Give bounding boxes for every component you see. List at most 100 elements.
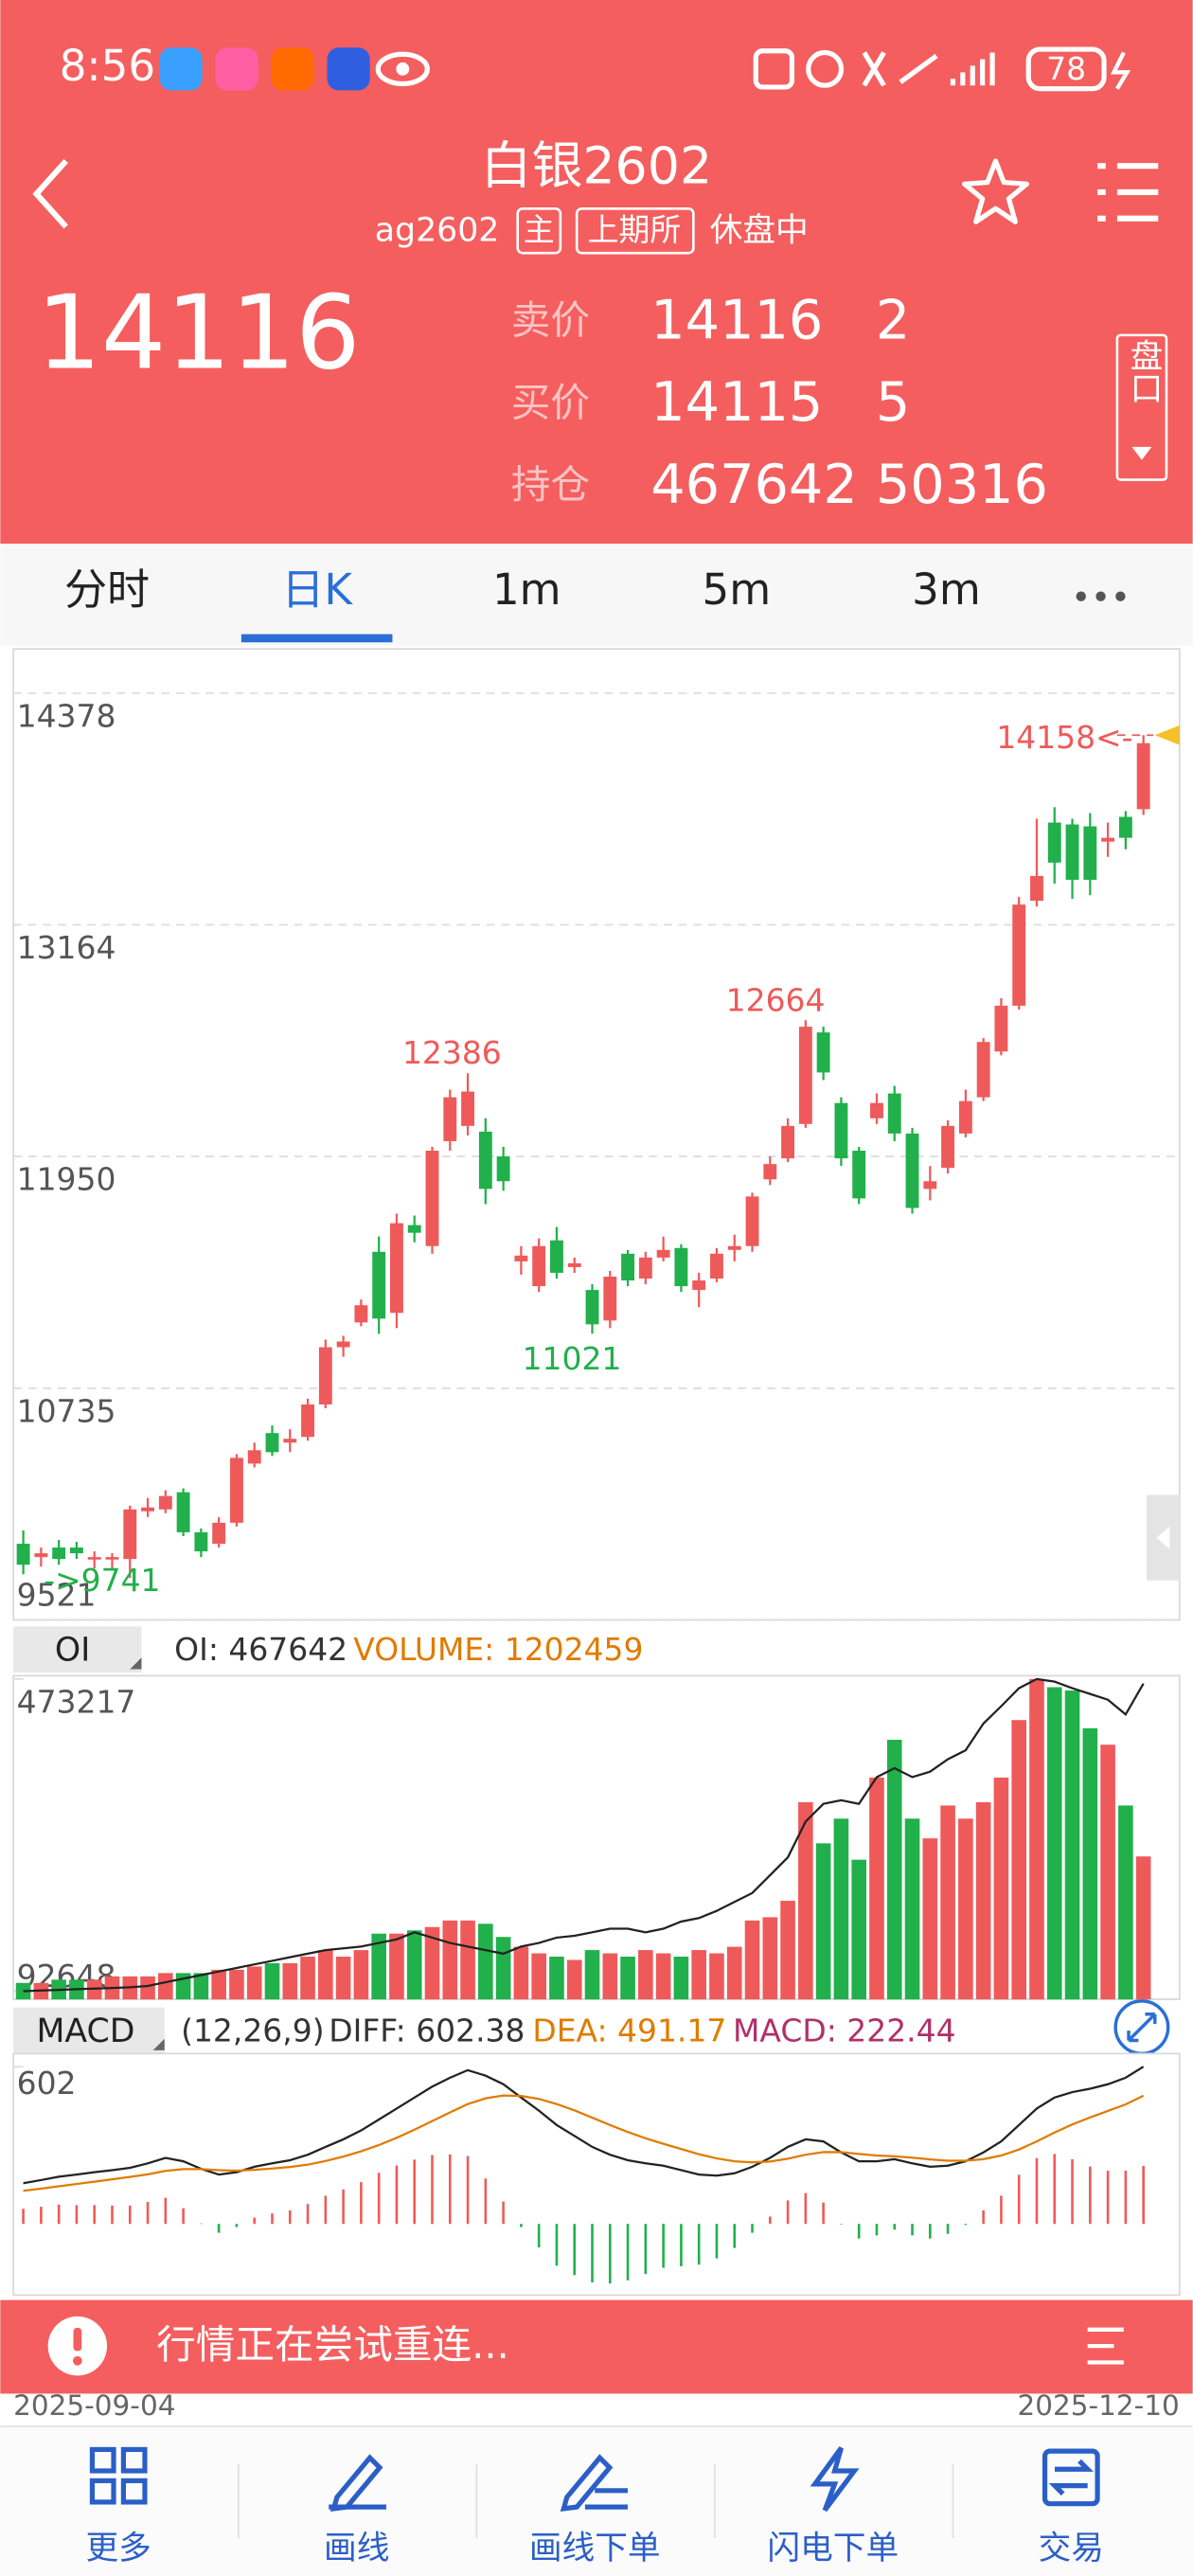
charts: 9521 10735 11950 13164 14378 14158<- 12386 1266… bbox=[13, 692, 1180, 2284]
candle-body bbox=[816, 1032, 830, 1073]
banner-menu[interactable] bbox=[1087, 2327, 1124, 2365]
candle-body bbox=[887, 1093, 901, 1134]
tab[interactable]: 分时 bbox=[64, 564, 150, 615]
annotation: 14158<- bbox=[996, 719, 1132, 756]
y-tick-label: 13164 bbox=[17, 929, 116, 966]
volume-bar bbox=[193, 1973, 209, 2000]
nav-icons bbox=[89, 2446, 1100, 2513]
tab[interactable]: 日K bbox=[281, 564, 353, 615]
candle-body bbox=[621, 1253, 635, 1281]
candle-body bbox=[141, 1507, 154, 1512]
candle-body bbox=[585, 1290, 599, 1325]
header-background bbox=[0, 0, 1193, 545]
volume-bar bbox=[922, 1838, 938, 2000]
volume-bar bbox=[442, 1920, 458, 2000]
tab-indicator bbox=[240, 634, 393, 643]
favorite-button[interactable] bbox=[961, 158, 1030, 224]
volume-bar bbox=[140, 1976, 155, 2000]
reconnect-banner bbox=[0, 2299, 1193, 2394]
candle-body bbox=[958, 1100, 972, 1134]
volume-bar bbox=[318, 1950, 333, 2000]
candle-body bbox=[638, 1257, 652, 1279]
candle-body bbox=[52, 1547, 66, 1560]
quote-volume: 2 bbox=[876, 289, 910, 351]
volume-bar bbox=[1046, 1687, 1062, 2000]
depth-button[interactable] bbox=[1115, 333, 1168, 481]
oi-line bbox=[23, 1677, 1145, 1993]
candle-body bbox=[354, 1305, 368, 1323]
y-tick-label: 9521 bbox=[17, 1577, 97, 1614]
candle-body bbox=[656, 1249, 670, 1258]
quote-label: 卖价 bbox=[511, 297, 590, 344]
nav-item[interactable]: 更多 bbox=[86, 2530, 151, 2567]
candle-body bbox=[336, 1341, 350, 1348]
volume-bar bbox=[300, 1957, 315, 2000]
candle-body bbox=[674, 1247, 688, 1287]
nav-item[interactable]: 画线 bbox=[324, 2530, 389, 2567]
status-app-icons bbox=[159, 47, 430, 91]
quote-price: 14115 bbox=[650, 371, 823, 434]
volume-bar bbox=[833, 1818, 849, 2000]
tabs: 分时 日K 1m 5m 3m bbox=[64, 564, 981, 643]
volume-bar bbox=[975, 1801, 991, 2000]
candle-body bbox=[301, 1404, 314, 1438]
end-date: 2025-12-10 bbox=[1018, 2389, 1180, 2422]
volume-bar bbox=[815, 1843, 831, 2000]
menu-button[interactable] bbox=[1097, 163, 1159, 222]
selector-label: OI bbox=[55, 1631, 91, 1669]
more-tabs[interactable] bbox=[1076, 591, 1126, 601]
candle-body bbox=[390, 1223, 403, 1314]
quote-volume: 5 bbox=[876, 371, 910, 434]
volume-bar bbox=[886, 1740, 902, 2000]
tab[interactable]: 3m bbox=[912, 564, 981, 615]
volume-bar bbox=[282, 1962, 298, 2000]
candle-body bbox=[265, 1433, 279, 1453]
indicator-selector[interactable] bbox=[13, 1626, 142, 1673]
candle-body bbox=[905, 1133, 919, 1208]
readout: VOLUME: 1202459 bbox=[353, 1631, 643, 1668]
candle-body bbox=[514, 1255, 528, 1261]
nav-item[interactable]: 画线下单 bbox=[529, 2530, 661, 2567]
volume-bar bbox=[371, 1933, 386, 2000]
annotation: 12386 bbox=[402, 1034, 502, 1071]
candle-body bbox=[1083, 826, 1097, 880]
candle-body bbox=[532, 1245, 546, 1287]
quote-rows: 卖价 14116 2 买价 14115 5 持仓 467642 50316 bbox=[511, 289, 1048, 515]
volume-bar bbox=[264, 1962, 280, 2000]
volume-bar bbox=[762, 1917, 778, 2000]
annotation: 11021 bbox=[523, 1340, 622, 1377]
y-tick-label: 11950 bbox=[17, 1161, 116, 1198]
quote-volume: 50316 bbox=[876, 454, 1048, 516]
volume-bar bbox=[353, 1950, 369, 2000]
readout: DEA: 491.17 bbox=[532, 2012, 726, 2048]
candle-body bbox=[781, 1125, 795, 1159]
macd-line bbox=[23, 2066, 1145, 2185]
candle-body bbox=[158, 1495, 172, 1510]
volume-bar bbox=[709, 1953, 724, 2000]
candle-body bbox=[105, 1557, 119, 1560]
volume-bar bbox=[531, 1953, 546, 2000]
candle-body bbox=[247, 1450, 261, 1464]
tag-main: 主 bbox=[524, 211, 555, 248]
candle-body bbox=[87, 1557, 101, 1560]
candle-body bbox=[710, 1253, 723, 1279]
volume-bar bbox=[1118, 1805, 1133, 2000]
nav-item[interactable]: 闪电下单 bbox=[767, 2530, 899, 2567]
candle-body bbox=[745, 1196, 759, 1246]
contract-code: ag2602 bbox=[375, 212, 500, 250]
depth-button-label: 盘口 bbox=[1124, 338, 1162, 404]
expand-button[interactable] bbox=[1113, 1999, 1170, 2056]
candle-body bbox=[941, 1125, 955, 1169]
volume-bar bbox=[993, 1777, 1009, 2000]
candle-body bbox=[834, 1102, 848, 1159]
nav-item[interactable]: 交易 bbox=[1039, 2530, 1104, 2567]
quote-price: 467642 bbox=[650, 454, 858, 516]
back-button[interactable] bbox=[32, 158, 68, 229]
nav-dividers bbox=[237, 2464, 954, 2539]
candle-body bbox=[461, 1091, 474, 1126]
volume-bar bbox=[958, 1818, 973, 2000]
warning-icon bbox=[47, 2316, 108, 2376]
tab[interactable]: 1m bbox=[492, 564, 561, 615]
tab[interactable]: 5m bbox=[703, 564, 772, 615]
indicator-selector[interactable] bbox=[13, 2007, 165, 2054]
